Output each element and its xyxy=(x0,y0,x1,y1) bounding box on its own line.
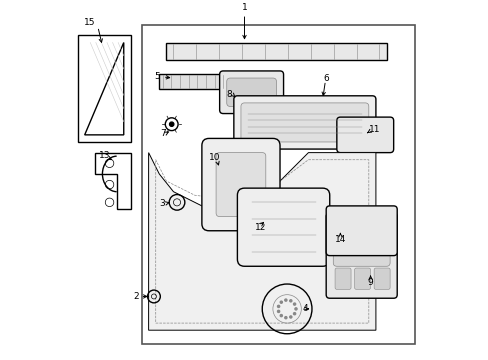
Circle shape xyxy=(289,316,291,318)
Text: 13: 13 xyxy=(98,151,110,160)
Text: 9: 9 xyxy=(367,278,373,287)
Text: 2: 2 xyxy=(133,292,139,301)
FancyBboxPatch shape xyxy=(233,96,375,149)
FancyBboxPatch shape xyxy=(159,75,230,89)
Circle shape xyxy=(289,300,291,302)
Circle shape xyxy=(280,315,282,317)
Text: 5: 5 xyxy=(154,72,160,81)
Text: 3: 3 xyxy=(159,199,164,208)
Text: 15: 15 xyxy=(84,18,96,27)
FancyBboxPatch shape xyxy=(78,35,131,142)
Text: 1: 1 xyxy=(241,3,247,12)
FancyBboxPatch shape xyxy=(373,268,389,289)
FancyBboxPatch shape xyxy=(219,71,283,113)
Circle shape xyxy=(277,305,279,307)
FancyBboxPatch shape xyxy=(334,268,350,289)
Text: 11: 11 xyxy=(368,125,380,134)
FancyBboxPatch shape xyxy=(325,213,396,298)
Circle shape xyxy=(293,303,295,305)
FancyBboxPatch shape xyxy=(354,268,370,289)
FancyBboxPatch shape xyxy=(216,153,265,217)
Circle shape xyxy=(293,312,295,315)
Circle shape xyxy=(294,308,296,310)
FancyBboxPatch shape xyxy=(141,25,414,345)
Circle shape xyxy=(284,299,286,301)
Circle shape xyxy=(277,310,279,312)
Text: 10: 10 xyxy=(208,153,220,162)
FancyBboxPatch shape xyxy=(166,42,386,60)
Circle shape xyxy=(280,301,282,303)
Circle shape xyxy=(284,316,286,319)
FancyBboxPatch shape xyxy=(325,206,396,256)
Text: 7: 7 xyxy=(160,129,165,138)
Text: 4: 4 xyxy=(302,305,307,314)
FancyBboxPatch shape xyxy=(241,103,368,142)
Text: 8: 8 xyxy=(226,90,232,99)
FancyBboxPatch shape xyxy=(202,138,280,231)
Text: 6: 6 xyxy=(323,73,328,82)
PathPatch shape xyxy=(148,153,375,330)
Circle shape xyxy=(169,122,173,126)
Text: 12: 12 xyxy=(254,223,265,232)
FancyBboxPatch shape xyxy=(226,78,276,107)
FancyBboxPatch shape xyxy=(333,224,389,266)
FancyBboxPatch shape xyxy=(336,117,393,153)
FancyBboxPatch shape xyxy=(237,188,329,266)
Text: 14: 14 xyxy=(334,235,346,244)
